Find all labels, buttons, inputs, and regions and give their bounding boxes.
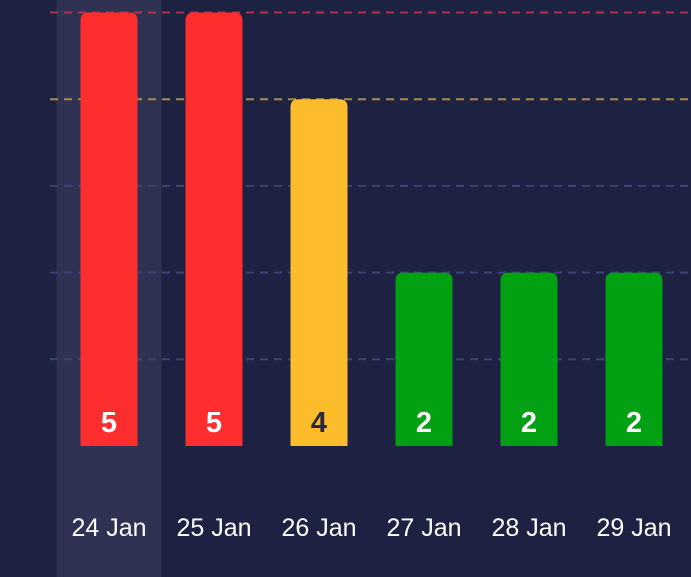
bar-value-label: 2	[626, 407, 642, 439]
x-tick-label: 24 Jan	[71, 514, 146, 542]
bar-layer	[80, 12, 663, 446]
x-tick-label: 29 Jan	[596, 514, 671, 542]
bar	[605, 272, 663, 446]
bar-value-label: 2	[416, 407, 432, 439]
bar-value-label: 2	[521, 407, 537, 439]
bar	[395, 272, 453, 446]
bar-value-label: 4	[311, 407, 327, 439]
label-layer: 5 5 4 2 2 2	[101, 407, 642, 439]
bar	[185, 12, 243, 446]
x-tick-label: 26 Jan	[281, 514, 356, 542]
bar	[290, 99, 348, 446]
x-tick-label: 27 Jan	[386, 514, 461, 542]
bar-value-label: 5	[206, 407, 222, 439]
bar-value-label: 5	[101, 407, 117, 439]
bar	[500, 272, 558, 446]
tick-layer: 24 Jan 25 Jan 26 Jan 27 Jan 28 Jan 29 Jan	[71, 514, 671, 542]
x-tick-label: 25 Jan	[176, 514, 251, 542]
x-tick-label: 28 Jan	[491, 514, 566, 542]
bar	[80, 12, 138, 446]
grid-layer	[50, 11, 691, 361]
